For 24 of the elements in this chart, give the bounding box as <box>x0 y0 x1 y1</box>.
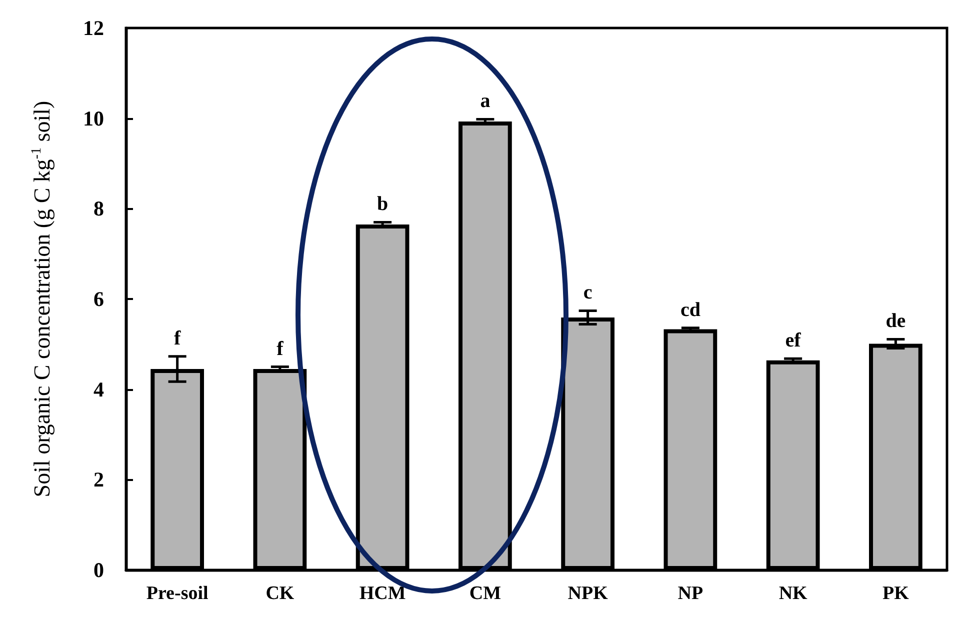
x-tick-label: NPK <box>568 583 608 604</box>
annotation: f <box>276 338 284 360</box>
x-tick-label: HCM <box>359 583 406 604</box>
x-tick-label: CM <box>469 583 502 604</box>
y-tick-label: 8 <box>94 196 104 221</box>
x-tick-label: PK <box>882 583 910 604</box>
y-tick-label: 0 <box>94 558 104 582</box>
annotation: f <box>174 327 181 350</box>
annotation: de <box>886 310 906 332</box>
annotation: c <box>583 282 592 304</box>
y-tick-label: 2 <box>94 468 104 492</box>
annotation: a <box>480 90 490 112</box>
annotation: ef <box>785 330 802 352</box>
x-tick-label: NP <box>678 583 704 604</box>
x-tick-label: NK <box>778 583 808 604</box>
y-tick-label: 10 <box>83 106 104 130</box>
y-axis-title: Soil organic C concentration (g C kg-1 soil) <box>30 100 54 498</box>
annotation: cd <box>680 298 700 321</box>
y-tick-label: 6 <box>94 287 104 311</box>
y-tick-label: 12 <box>83 16 104 40</box>
y-tick-label: 4 <box>94 377 104 402</box>
x-tick-label: CK <box>266 583 294 604</box>
annotation: b <box>377 193 388 216</box>
x-tick-label: Pre-soil <box>146 583 208 604</box>
